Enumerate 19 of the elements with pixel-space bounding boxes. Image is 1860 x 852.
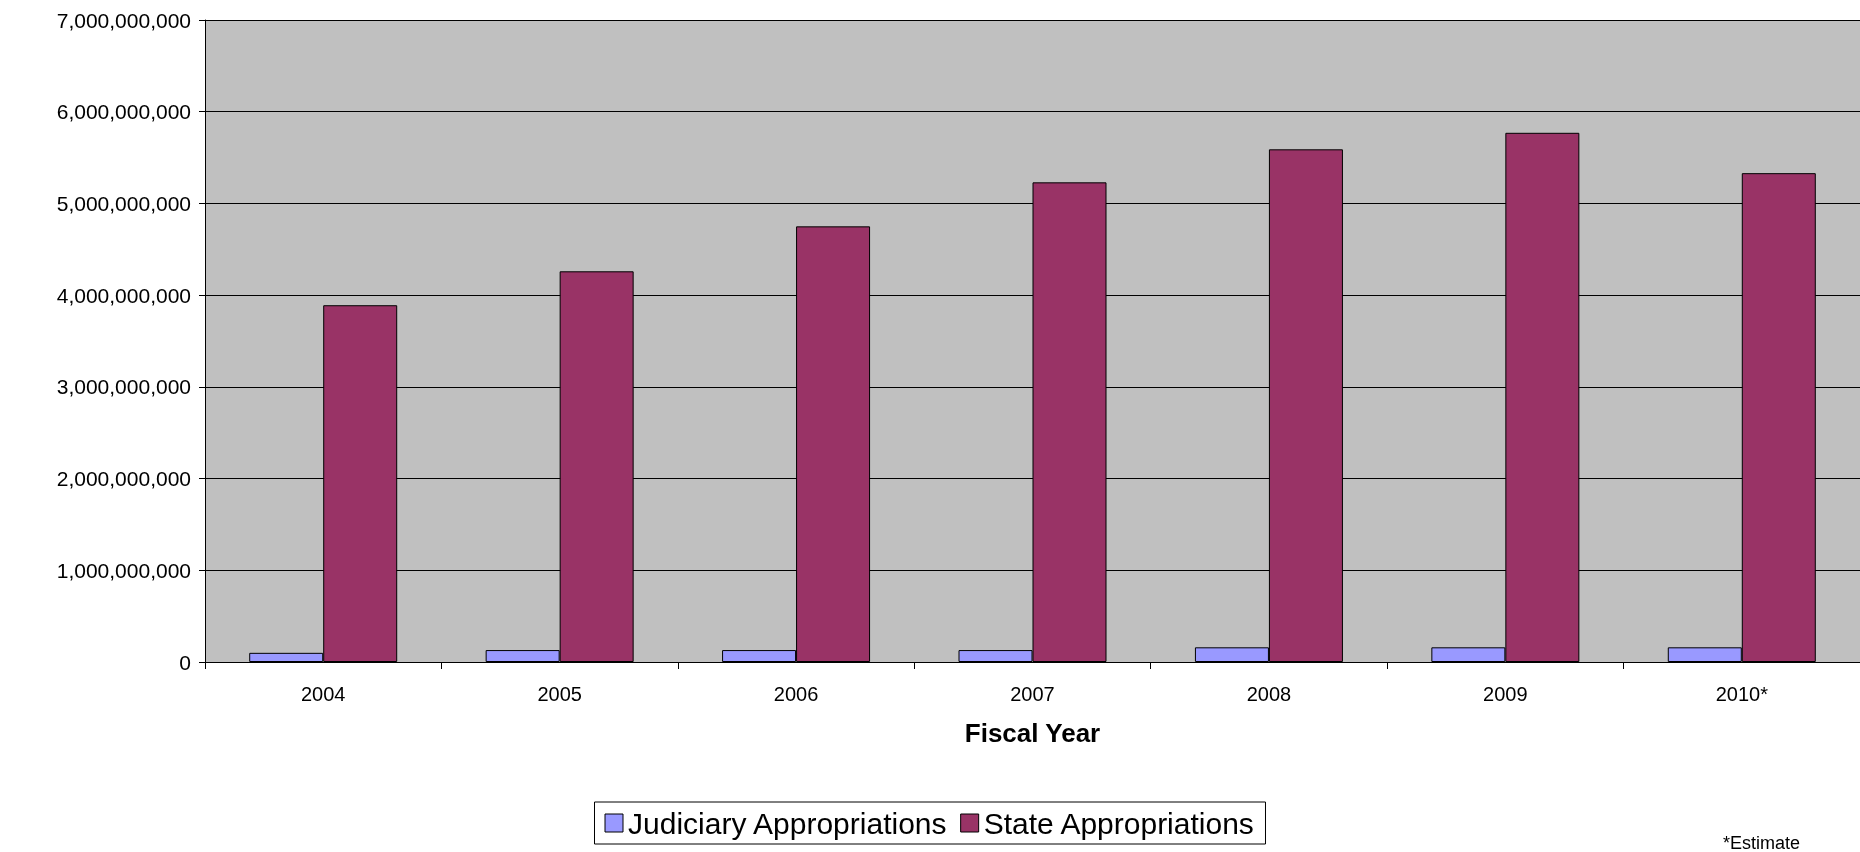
text: *Estimate (1722, 833, 1800, 852)
x-tick-label: 2008 (1246, 683, 1292, 705)
legend-label: State Appropriations (983, 806, 1254, 840)
legend-label: Judiciary Appropriations (628, 806, 947, 840)
y-tick-label: 3,000,000,000 (56, 375, 191, 399)
y-tick-label: 7,000,000,000 (56, 8, 191, 32)
y-tick-label: 6,000,000,000 (56, 100, 191, 124)
x-axis-title: Fiscal Year (964, 718, 1101, 748)
x-tick-label: 2007 (1010, 683, 1055, 705)
y-tick-label: 1,000,000,000 (56, 558, 191, 582)
y-tick-label: 0 (179, 650, 191, 674)
y-tick-label: 5,000,000,000 (56, 191, 191, 215)
x-tick-label: 2006 (773, 683, 819, 705)
y-tick-label: 2,000,000,000 (56, 467, 191, 491)
x-tick-label: 2009 (1483, 683, 1528, 705)
x-tick-label: 2010* (1715, 683, 1769, 705)
y-tick-label: 4,000,000,000 (56, 283, 191, 307)
x-tick-label: 2004 (300, 683, 346, 705)
x-tick-label: 2005 (537, 683, 582, 705)
